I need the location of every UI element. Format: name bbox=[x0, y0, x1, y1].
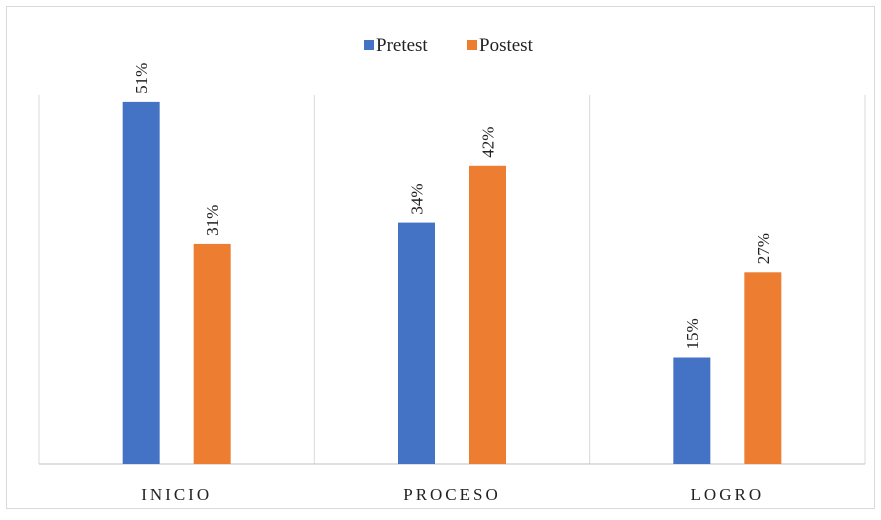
data-labels: 51% 31% 34% 42% 15% 27% bbox=[132, 63, 773, 350]
bar-pretest-inicio bbox=[122, 101, 160, 465]
bar-pretest-logro bbox=[673, 357, 711, 464]
legend-label-postest: Postest bbox=[479, 35, 534, 56]
category-label-proceso: PROCESO bbox=[403, 485, 501, 504]
legend-swatch-pretest bbox=[364, 40, 374, 50]
category-labels: INICIO PROCESO LOGRO bbox=[141, 485, 765, 504]
data-label: 15% bbox=[683, 318, 702, 349]
bar-pretest-proceso bbox=[398, 222, 435, 464]
category-label-inicio: INICIO bbox=[141, 485, 212, 504]
bar-postest-proceso bbox=[469, 165, 506, 465]
legend-label-pretest: Pretest bbox=[376, 35, 428, 56]
data-label: 51% bbox=[132, 63, 151, 94]
data-label: 31% bbox=[203, 205, 222, 236]
data-label: 27% bbox=[754, 233, 773, 264]
data-label: 42% bbox=[479, 127, 498, 158]
gridlines bbox=[38, 95, 866, 465]
legend: Pretest Postest bbox=[364, 35, 534, 56]
data-label: 34% bbox=[408, 183, 427, 214]
bar-postest-inicio bbox=[193, 243, 231, 464]
category-label-logro: LOGRO bbox=[691, 485, 765, 504]
bar-postest-logro bbox=[744, 272, 782, 464]
bars bbox=[122, 101, 782, 465]
legend-swatch-postest bbox=[467, 40, 477, 50]
